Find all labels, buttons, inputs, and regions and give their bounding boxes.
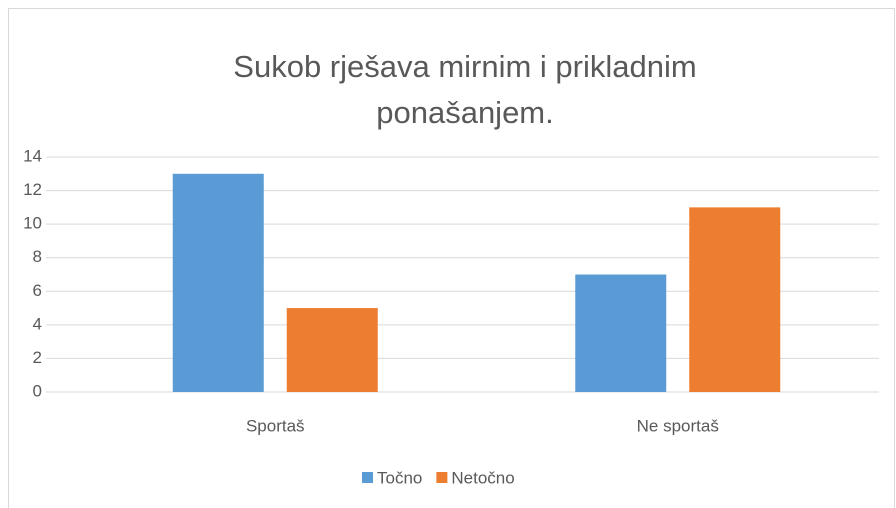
y-tick-label: 0	[33, 381, 42, 400]
bar	[286, 308, 378, 392]
bar	[172, 173, 264, 392]
y-tick-label: 8	[33, 247, 42, 266]
y-tick-label: 4	[33, 314, 42, 333]
bar	[575, 274, 667, 392]
y-tick-label: 6	[33, 281, 42, 300]
chart-border	[8, 8, 895, 508]
y-tick-label: 2	[33, 348, 42, 367]
x-tick-label: Sportaš	[246, 416, 305, 435]
legend-label: Točno	[377, 468, 422, 487]
x-tick-label: Ne sportaš	[637, 416, 719, 435]
y-tick-label: 14	[23, 146, 42, 165]
bar	[689, 207, 781, 392]
y-tick-label: 10	[23, 214, 42, 233]
legend-label: Netočno	[451, 468, 514, 487]
legend-swatch	[436, 472, 448, 483]
y-tick-label: 12	[23, 180, 42, 199]
chart-title: Sukob rješava mirnim i prikladnim ponaša…	[233, 49, 697, 130]
legend-swatch	[362, 472, 373, 483]
